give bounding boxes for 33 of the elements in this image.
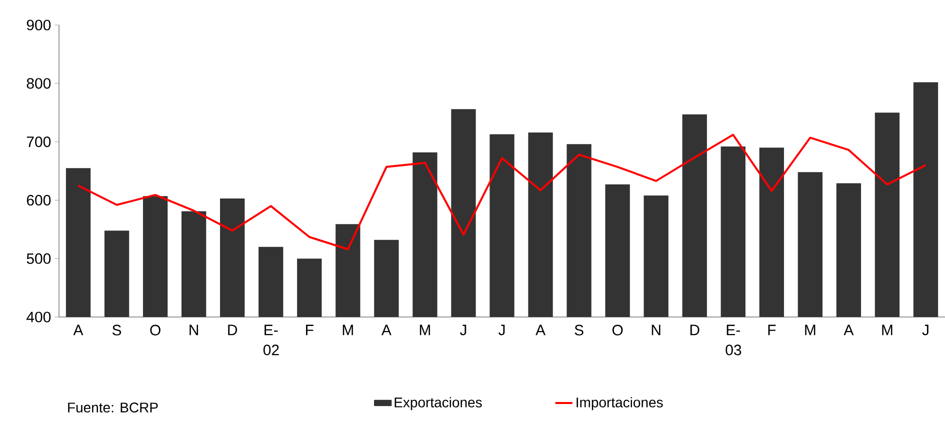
y-tick-label: 800: [26, 78, 51, 89]
y-tick-label: 700: [26, 136, 51, 148]
y-tick-label: 400: [26, 312, 51, 322]
x-tick-label: O: [150, 324, 160, 336]
x-tick-label: F: [306, 324, 314, 336]
x-tick-label: S: [574, 324, 584, 336]
x-tick-label: J: [922, 324, 928, 336]
x-tick-label: O: [612, 324, 623, 336]
legend-label: Exportaciones: [394, 397, 482, 410]
x-tick-label: J: [498, 324, 505, 336]
x-tick-label: N: [652, 324, 660, 336]
y-tick-label: 600: [26, 194, 51, 206]
x-tick-label: A: [844, 324, 854, 336]
x-tick-label: D: [690, 324, 700, 336]
x-tick-label: F: [768, 324, 776, 336]
x-tick-label: E-02: [263, 324, 279, 356]
x-tick-label: J: [460, 324, 466, 336]
line-series: [77, 134, 927, 250]
x-tick-label: D: [228, 324, 238, 336]
x-tick-label: M: [420, 324, 430, 336]
x-tick-label: E-03: [726, 324, 742, 356]
x-tick-label: A: [536, 324, 546, 336]
x-tick-label: N: [190, 324, 198, 336]
x-tick-label: S: [112, 324, 122, 336]
y-tick-label: 500: [26, 253, 51, 264]
y-tick-label: 900: [26, 20, 51, 30]
x-tick-label: M: [805, 324, 816, 336]
x-tick-label: A: [381, 324, 392, 336]
x-tick-label: M: [882, 324, 892, 336]
source-note: Fuente: BCRP: [68, 402, 158, 412]
legend-label: Importaciones: [576, 397, 663, 410]
x-tick-label: A: [73, 324, 84, 336]
x-tick-label: M: [342, 324, 353, 336]
